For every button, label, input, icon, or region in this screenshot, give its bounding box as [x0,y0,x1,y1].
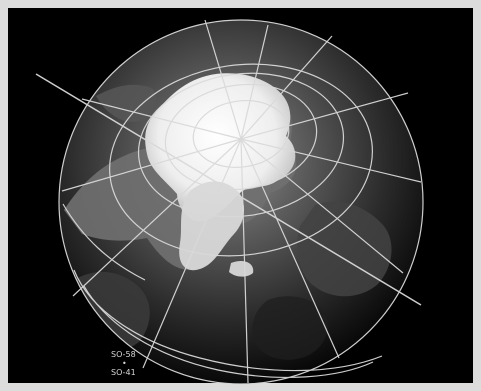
meridian-9 [142,138,242,369]
iceland [229,261,254,277]
meridian-8 [240,138,249,384]
grid-latitude-1 [109,63,373,257]
land-patch-north [96,84,157,122]
grid-outer-circle [58,19,424,385]
meridian-5 [240,138,422,183]
left-curve [62,203,146,281]
meridian-2 [240,24,269,140]
greenland-ice [179,181,245,271]
graticule [35,19,424,385]
grid-latitude-2 [137,72,345,218]
lower-curve-2 [83,285,374,379]
meridian-1 [204,19,242,140]
meridian-3 [240,35,333,140]
meridian-7 [240,138,340,359]
grid-latitude-3 [164,83,318,191]
meridian-12 [81,98,242,140]
meridian-4 [240,92,409,140]
meridian-11 [61,138,242,192]
label-so41: SO-41 [111,368,136,377]
label-so58: SO-58 [111,350,136,359]
meridian-10 [72,138,242,297]
grid-latitude-4 [192,100,290,168]
meridian-6 [240,138,404,274]
label-dot: • [122,359,127,368]
arctic-ice [145,73,296,222]
ocean-shadow-south [252,296,328,360]
orbit-line [35,73,422,306]
